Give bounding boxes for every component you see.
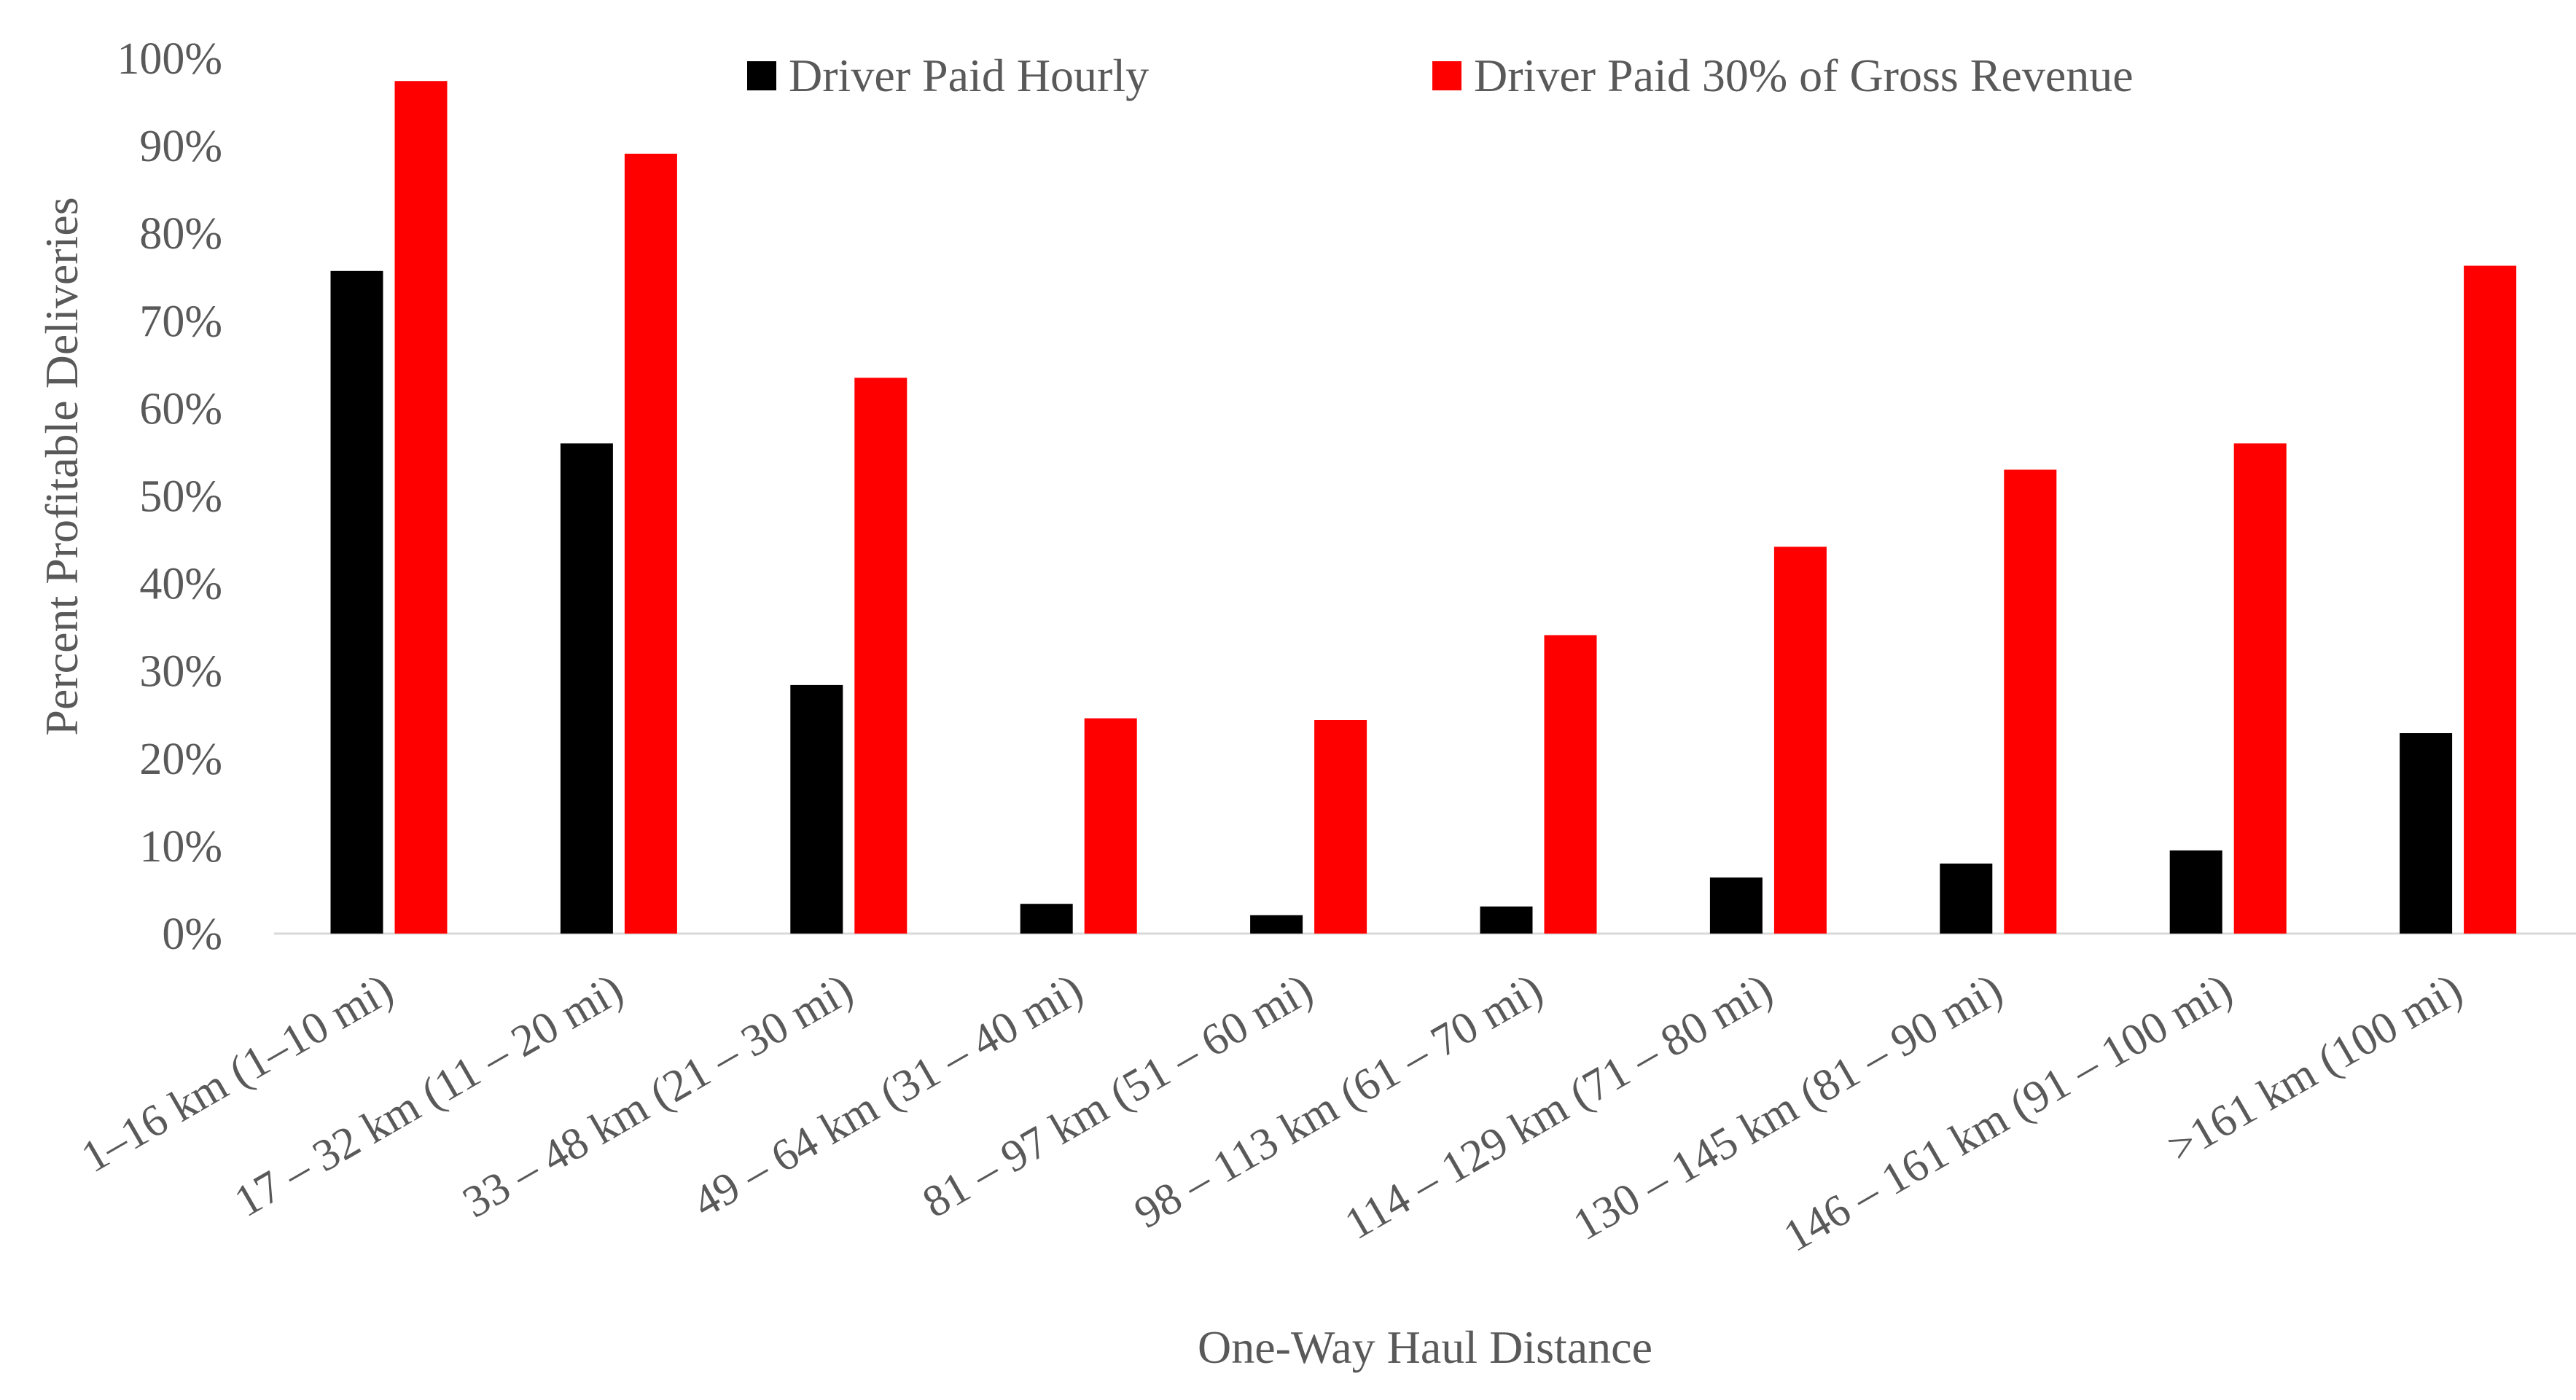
x-tick-label: 114 – 129 km (71 – 80 mi) xyxy=(1337,964,1781,1249)
x-tick-label: 81 – 97 km (51 – 60 mi) xyxy=(915,964,1321,1227)
x-tick-label: 146 – 161 km (91 – 100 mi) xyxy=(1776,964,2241,1262)
bar-gross-revenue xyxy=(2233,443,2287,934)
y-tick-label: 30% xyxy=(139,647,222,697)
x-axis-ticks: 1–16 km (1–10 mi)17 – 32 km (11 – 20 mi)… xyxy=(73,964,2470,1262)
y-axis-title: Percent Profitable Deliveries xyxy=(36,197,87,735)
y-tick-label: 50% xyxy=(139,472,222,522)
bar-hourly xyxy=(2169,850,2222,934)
y-tick-label: 90% xyxy=(139,122,222,171)
y-tick-label: 60% xyxy=(139,384,222,434)
legend-swatch xyxy=(747,61,776,90)
bar-hourly xyxy=(2400,733,2453,934)
legend: Driver Paid Hourly Driver Paid 30% of Gro… xyxy=(747,50,2134,101)
bar-gross-revenue xyxy=(1314,720,1367,934)
bar-gross-revenue xyxy=(1084,718,1137,934)
bar-gross-revenue xyxy=(624,153,677,934)
y-axis-ticks: 0% 10% 20% 30% 40% 50% 60% 70% 80% 90% 100% xyxy=(117,34,222,959)
bar-gross-revenue xyxy=(1773,547,1827,934)
y-tick-label: 40% xyxy=(139,560,222,609)
x-axis-title: One-Way Haul Distance xyxy=(1198,1321,1652,1373)
x-tick-label: 33 – 48 km (21 – 30 mi) xyxy=(455,964,861,1227)
x-tick-label: 49 – 64 km (31 – 40 mi) xyxy=(684,964,1090,1227)
x-tick-label: 130 – 145 km (81 – 90 mi) xyxy=(1565,964,2010,1250)
y-tick-label: 80% xyxy=(139,209,222,259)
bar-hourly xyxy=(790,684,843,934)
bar-hourly xyxy=(1020,904,1073,934)
bars xyxy=(330,81,2517,934)
bar-gross-revenue xyxy=(1544,635,1597,934)
bar-gross-revenue xyxy=(2004,469,2057,934)
bar-hourly xyxy=(1709,877,1763,934)
y-tick-label: 0% xyxy=(162,910,222,959)
y-axis-title-group: Percent Profitable Deliveries xyxy=(36,197,87,735)
bar-gross-revenue xyxy=(394,81,448,934)
legend-label: Driver Paid 30% of Gross Revenue xyxy=(1474,50,2134,101)
legend-swatch xyxy=(1432,61,1461,90)
x-tick-label: 17 – 32 km (11 – 20 mi) xyxy=(226,964,631,1227)
y-tick-label: 100% xyxy=(117,34,222,84)
legend-label: Driver Paid Hourly xyxy=(789,50,1149,101)
bar-gross-revenue xyxy=(854,378,908,934)
y-tick-label: 20% xyxy=(139,735,222,784)
bar-hourly xyxy=(1940,863,1993,934)
bar-gross-revenue xyxy=(2464,265,2517,934)
y-tick-label: 70% xyxy=(139,297,222,346)
bar-hourly xyxy=(1480,906,1533,934)
bar-hourly xyxy=(330,270,383,934)
bar-hourly xyxy=(1250,915,1303,934)
bar-hourly xyxy=(560,443,613,934)
x-tick-label: 98 – 113 km (61 – 70 mi) xyxy=(1126,964,1550,1237)
y-tick-label: 10% xyxy=(139,822,222,872)
